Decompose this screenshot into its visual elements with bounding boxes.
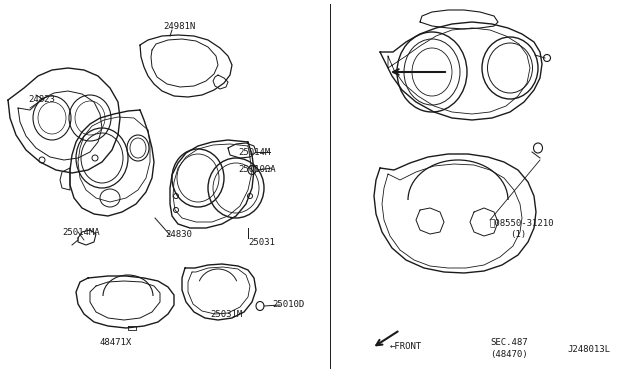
Text: (48470): (48470) bbox=[490, 350, 527, 359]
Text: 24823: 24823 bbox=[28, 95, 55, 104]
Text: ←FRONT: ←FRONT bbox=[390, 342, 422, 351]
Text: Ⓝ08550-31210: Ⓝ08550-31210 bbox=[490, 218, 554, 227]
Text: 25031M: 25031M bbox=[210, 310, 243, 319]
Text: (1): (1) bbox=[510, 230, 526, 239]
Text: 48471X: 48471X bbox=[100, 338, 132, 347]
Text: 25031: 25031 bbox=[248, 238, 275, 247]
Text: 24981N: 24981N bbox=[163, 22, 195, 31]
Text: 24830: 24830 bbox=[165, 230, 192, 239]
Text: 25014M: 25014M bbox=[238, 148, 270, 157]
Text: 25010D: 25010D bbox=[272, 300, 304, 309]
Text: J248013L: J248013L bbox=[567, 345, 610, 354]
Text: 25010ΩA: 25010ΩA bbox=[238, 165, 276, 174]
Text: SEC.487: SEC.487 bbox=[490, 338, 527, 347]
Text: 25014MA: 25014MA bbox=[62, 228, 100, 237]
